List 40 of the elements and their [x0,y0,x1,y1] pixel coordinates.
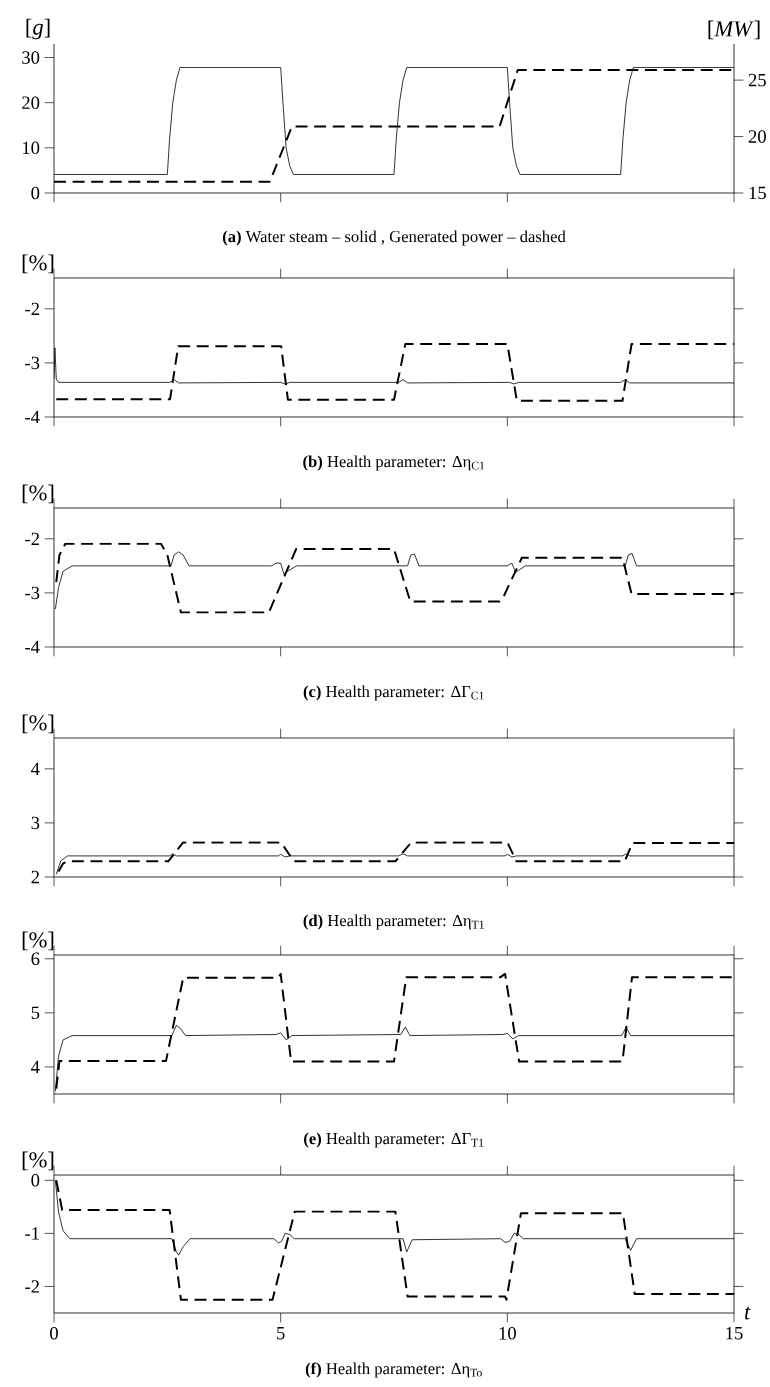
text: (b) Health parameter: Δη$_{C1}$ [303,455,485,471]
y-tick-label: -4 [25,640,40,654]
y2-tick-label: 20 [748,130,766,143]
y-tick-label: 10 [23,141,40,155]
y-tick-label: -2 [25,302,39,315]
text: (f) Health parameter: Δη$_{To}$ [305,1362,482,1378]
y-tick-label: -2 [25,532,39,545]
y-tick-label: -3 [25,586,40,600]
y-tick-label: 0 [31,1174,40,1187]
y-tick-label: -4 [25,410,40,424]
text: (e) Health parameter: ΔΓ$_{T1}$ [304,1132,484,1148]
y-axis-title: [%] [22,254,54,274]
y2-axis-title: [MW] [708,20,760,40]
y-tick-label: -3 [25,356,40,370]
y-tick-label: -2 [25,1280,39,1293]
y-tick-label: 2 [31,870,39,884]
y-axis-title: [%] [22,714,54,734]
y-tick-label: 0 [31,186,40,200]
y-tick-label: 5 [31,1006,40,1020]
x-tick-label: 15 [726,1327,743,1340]
y-axis-title: [%] [22,1151,54,1171]
y-tick-label: 6 [31,952,40,966]
x-tick-label: 5 [277,1327,285,1340]
y-tick-label: 4 [31,762,40,775]
y2-tick-label: 15 [749,186,766,200]
y-tick-label: 20 [22,96,40,109]
y-axis-title: [g] [26,18,50,40]
x-tick-label: 0 [50,1327,58,1340]
y-axis-title: [%] [22,484,54,504]
text: (c) Health parameter: ΔΓ$_{C1}$ [303,685,484,701]
text: (d) Health parameter: Δη$_{T1}$ [303,914,484,930]
y-axis-title: [%] [22,931,54,951]
y-tick-label: 4 [31,1060,40,1074]
y-tick-label: 30 [22,51,40,64]
y-tick-label: -1 [25,1227,39,1240]
y-tick-label: 3 [31,816,40,830]
text: (a) Water steam – solid , Generated power – dashed [222,230,566,246]
x-tick-label: 10 [499,1327,516,1340]
x-axis-title: t [745,1306,751,1320]
y2-tick-label: 25 [748,73,766,87]
